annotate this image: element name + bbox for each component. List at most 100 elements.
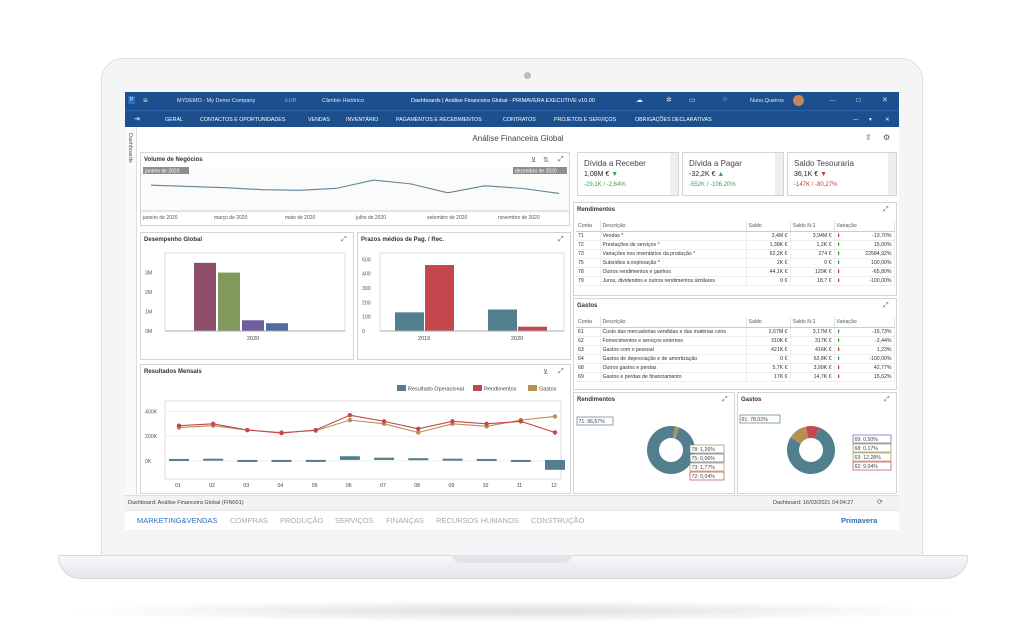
kpi-scrollbar[interactable]	[670, 153, 678, 195]
expand-icon[interactable]: ⤢	[722, 396, 728, 403]
variation-cell: ⬇ -100,00%	[834, 276, 895, 286]
ribbon-close-icon[interactable]: ✕	[885, 117, 890, 123]
volume-chart[interactable]: janeiro de 2020 dezembro de 2020 janeiro d…	[141, 165, 569, 225]
data-point	[552, 414, 558, 419]
y-tick-label: 0	[362, 329, 365, 335]
menu-item-pagamentos[interactable]: PAGAMENTOS E RECEBIMENTOS	[396, 117, 482, 123]
dashboards-sidebar[interactable]: Dashboards	[125, 127, 137, 495]
menu-item-contratos[interactable]: CONTRATOS	[503, 117, 536, 123]
column-header[interactable]: Saldo	[746, 317, 791, 328]
filter-icon[interactable]: ⊻	[531, 157, 537, 164]
data-point	[279, 430, 284, 436]
module-construcao[interactable]: CONSTRUÇÃO	[531, 516, 585, 525]
export-icon[interactable]: ⇪	[865, 133, 872, 142]
column-header[interactable]: Saldo N-1	[790, 221, 835, 232]
table-row[interactable]: 71 Vendas * 3,4M €3,94M € ⬇ -13,70%	[576, 231, 895, 241]
table-row[interactable]: 63 Gastos com o pessoal 421K €416K € ⬇ 1,23%	[576, 345, 895, 355]
data-point	[381, 419, 387, 424]
ribbon-pin-icon[interactable]: ▾	[869, 117, 872, 123]
gastos-pie[interactable]: 61: 78,02% 69: 0,50% 68: 0,17% 63: 12,28% 62…	[738, 407, 896, 493]
search-icon[interactable]: ○	[723, 96, 728, 103]
expand-icon[interactable]: ⤢	[558, 236, 564, 243]
settings-icon[interactable]: ⚙	[883, 133, 891, 142]
x-tick-label: 06	[346, 483, 352, 489]
variation-cell: ⬆ 100,00%	[834, 258, 895, 268]
close-button[interactable]: ✕	[882, 97, 888, 104]
table-row[interactable]: 75 Subsídios à exploração * 2K €0 € ⬆ 100,00…	[576, 258, 895, 268]
expand-icon[interactable]: ⤢	[558, 156, 564, 163]
variation-cell: ⬇ 42,77%	[834, 363, 895, 373]
user-name[interactable]: Nuno.Queiros	[750, 98, 784, 104]
menu-item-obrigacoes[interactable]: OBRIGAÇÕES DECLARATIVAS	[635, 117, 712, 123]
kpi-divida-pagar[interactable]: Dívida a Pagar -32,2K € ▲ -552K / -106,2…	[682, 152, 784, 196]
refresh-icon[interactable]: ⟳	[877, 499, 883, 506]
menu-item-contactos[interactable]: CONTACTOS E OPORTUNIDADES	[200, 117, 286, 123]
table-row[interactable]: 79 Juros, dividendos e outros rendimentos…	[576, 276, 895, 286]
resultados-chart[interactable]: Resultado Operacional Rendimentos Gastos 0K…	[141, 379, 570, 493]
kpi-scrollbar[interactable]	[888, 153, 896, 195]
module-producao[interactable]: PRODUÇÃO	[280, 516, 324, 525]
network-icon[interactable]: ✲	[666, 97, 672, 104]
column-header[interactable]: Descrição	[600, 317, 747, 328]
minimize-button[interactable]: —	[830, 98, 836, 104]
column-header[interactable]: Descrição	[600, 221, 747, 232]
expand-icon[interactable]: ⤢	[341, 236, 347, 243]
table-row[interactable]: 61 Custo das mercadorias vendidas e das m…	[576, 327, 895, 337]
prazos-panel: Prazos médios de Pag. / Rec. ⤢ 0 100 200 30…	[357, 232, 571, 360]
column-header[interactable]: Conta	[576, 221, 601, 232]
module-marketing-vendas[interactable]: MARKETING&VENDAS	[137, 516, 218, 525]
table-cell: 3,94M €	[790, 231, 835, 241]
column-header[interactable]: Saldo	[746, 221, 791, 232]
bar	[237, 459, 258, 462]
filter-icon[interactable]: ⊻	[543, 369, 549, 376]
kpi-delta: -552K / -106,20%	[689, 182, 736, 188]
hamburger-menu-icon[interactable]: ≡	[143, 96, 148, 105]
company-selector[interactable]: MYDEMO - My Demo Company	[177, 98, 256, 104]
module-financas[interactable]: FINANÇAS	[386, 516, 424, 525]
menu-item-inventario[interactable]: INVENTÁRIO	[346, 117, 379, 123]
table-row[interactable]: 68 Outros gastos e perdas 5,7K €3,99K € ⬇ 42…	[576, 363, 895, 373]
data-label-box	[689, 444, 725, 454]
kpi-value: -32,2K € ▲	[689, 171, 725, 178]
maximize-button[interactable]: ☐	[856, 98, 861, 104]
expand-icon[interactable]: ⤢	[884, 396, 890, 403]
arrow-down-icon: ⬇	[836, 346, 841, 353]
variation-cell: ⬆ -2,44%	[834, 336, 895, 346]
column-header[interactable]: Variação	[834, 221, 895, 232]
ribbon-minimize-icon[interactable]: —	[853, 117, 859, 123]
data-point	[313, 427, 318, 433]
legend-swatch	[397, 385, 406, 391]
kpi-scrollbar[interactable]	[775, 153, 783, 195]
pin-icon[interactable]: ⇥	[134, 116, 140, 123]
column-header[interactable]: Saldo N-1	[790, 317, 835, 328]
expand-icon[interactable]: ⤢	[883, 302, 889, 309]
module-servicos[interactable]: SERVIÇOS	[335, 516, 374, 525]
exchange-selector[interactable]: Câmbio Histórico	[322, 98, 364, 104]
table-row[interactable]: 78 Outros rendimentos e ganhos 44,1K €129K…	[576, 267, 895, 277]
menu-item-projetos[interactable]: PROJETOS E SERVIÇOS	[554, 117, 617, 123]
table-row[interactable]: 62 Fornecimentos e serviços externos 310K …	[576, 336, 895, 346]
prazos-chart[interactable]: 0 100 200 300 400 500 2019 2020	[358, 247, 570, 359]
table-cell: Gastos com o pessoal	[600, 345, 747, 355]
column-header[interactable]: Conta	[576, 317, 601, 328]
menu-item-vendas[interactable]: VENDAS	[308, 117, 330, 123]
chat-icon[interactable]: ▭	[689, 97, 696, 104]
kpi-divida-receber[interactable]: Dívida a Receber 1,08M € ▼ -29,1K / -2,6…	[577, 152, 679, 196]
avatar[interactable]	[793, 95, 804, 106]
kpi-saldo-tesouraria[interactable]: Saldo Tesouraria 36,1K € ▼ -147K / -80,2…	[787, 152, 897, 196]
desempenho-chart[interactable]: 0M 1M 2M 3M 2020	[141, 247, 353, 359]
table-row[interactable]: 73 Variações nos inventários da produção …	[576, 249, 895, 259]
module-compras[interactable]: COMPRAS	[230, 516, 268, 525]
rendimentos-pie[interactable]: 71: 96,67% 78: 1,26% 75: 0,06% 73: 1,77% 72:…	[574, 407, 734, 493]
menu-item-geral[interactable]: GERAL	[165, 117, 183, 123]
table-row[interactable]: 69 Gastos e perdas de financiamento 17K €1…	[576, 372, 895, 382]
expand-icon[interactable]: ⤢	[883, 206, 889, 213]
table-row[interactable]: 72 Prestações de serviços * 1,38K €1,2K € ⬆…	[576, 240, 895, 250]
currency-selector[interactable]: EUR	[285, 98, 297, 104]
cloud-icon[interactable]: ☁	[636, 97, 643, 104]
expand-icon[interactable]: ⤢	[558, 368, 564, 375]
column-header[interactable]: Variação	[834, 317, 895, 328]
module-recursos-humanos[interactable]: RECURSOS HUMANOS	[436, 516, 519, 525]
table-row[interactable]: 64 Gastos de depreciação e de amortização…	[576, 354, 895, 364]
sort-icon[interactable]: ⇅	[543, 157, 549, 164]
